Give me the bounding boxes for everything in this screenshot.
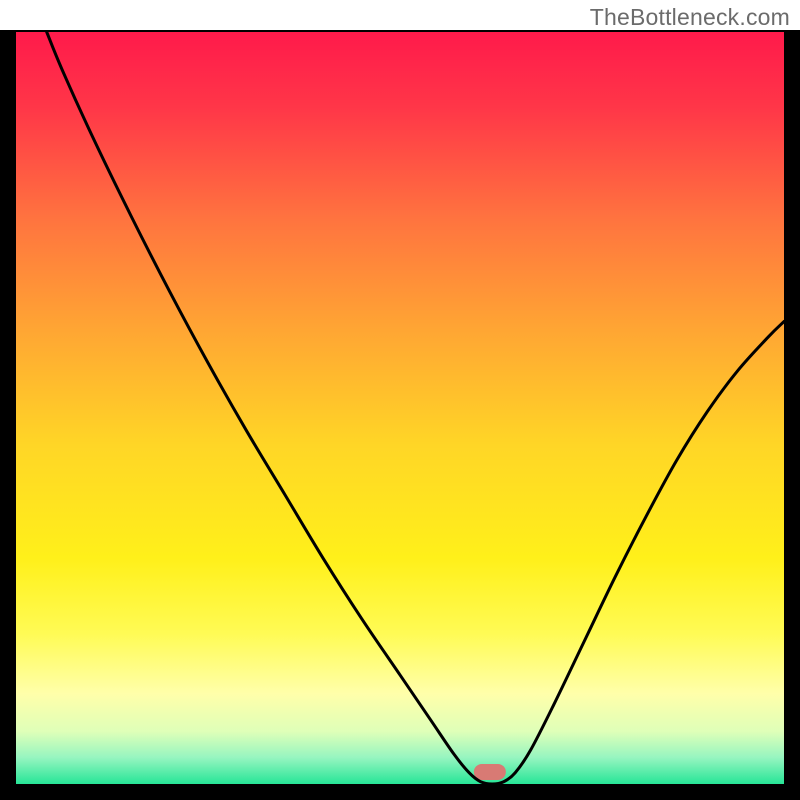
- bottleneck-chart: TheBottleneck.com: [0, 0, 800, 800]
- gradient-background: [16, 32, 784, 784]
- optimal-marker: [474, 764, 506, 780]
- frame-bottom: [0, 784, 800, 800]
- frame-right: [784, 32, 800, 800]
- watermark-text: TheBottleneck.com: [590, 4, 790, 31]
- chart-svg: [0, 0, 800, 800]
- frame-left: [0, 32, 16, 800]
